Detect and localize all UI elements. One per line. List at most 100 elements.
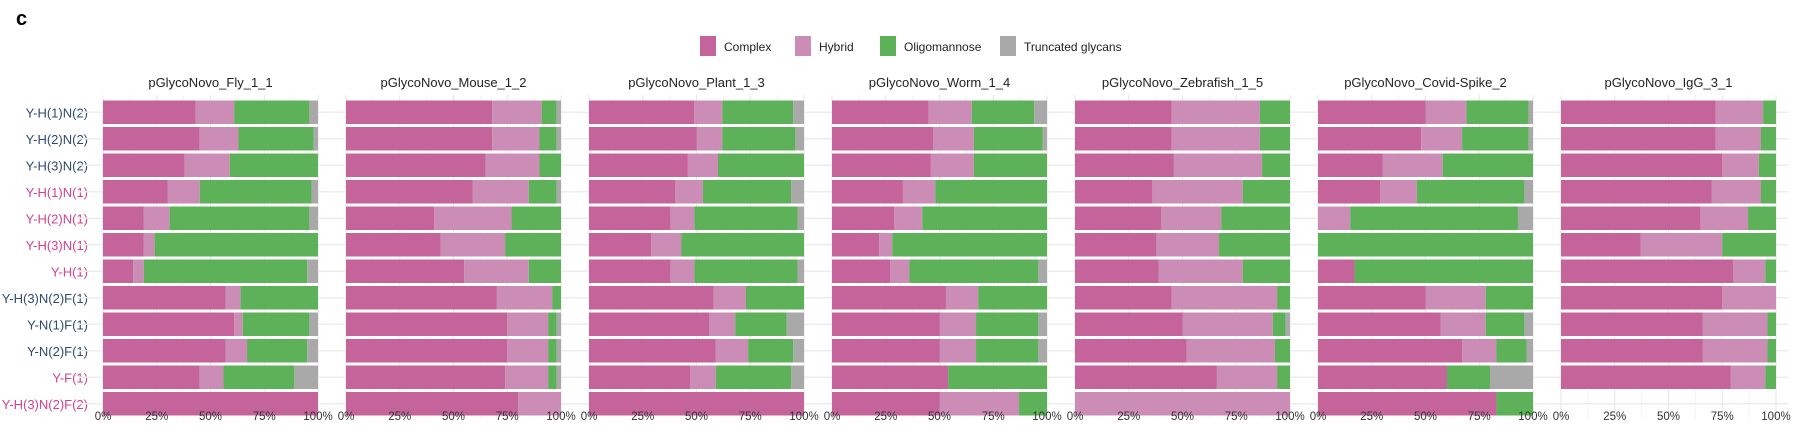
bar-segment-hybrid (1733, 259, 1766, 283)
x-tick-label: 100% (303, 411, 332, 423)
x-tick-label: 25% (874, 411, 897, 423)
legend-label: Hybrid (819, 40, 854, 54)
bar-segment-oligomannose (681, 233, 804, 257)
bar-segment-complex (589, 312, 710, 336)
bar-segment-hybrid (199, 127, 239, 151)
bar-segment-complex (1075, 127, 1172, 151)
bar-segment-oligomannose (247, 339, 308, 363)
bar-segment-truncated-glycans (1517, 206, 1533, 230)
bar-segment-complex (1075, 153, 1174, 177)
x-tick-label: 100% (1275, 411, 1304, 423)
bar-segment-hybrid (143, 233, 155, 257)
bar-segment-truncated-glycans (1038, 339, 1047, 363)
bar-segment-oligomannose (143, 259, 308, 283)
bar-segment-complex (1075, 259, 1159, 283)
bar-segment-hybrid (492, 127, 540, 151)
bar-segment-truncated-glycans (1042, 127, 1047, 151)
bar-segment-complex (589, 100, 695, 124)
bar-segment-complex (103, 127, 200, 151)
bar-segment-oligomannose (1259, 127, 1290, 151)
bar-segment-oligomannose (1760, 127, 1776, 151)
bar-segment-hybrid (687, 153, 718, 177)
bar-segment-hybrid (1425, 100, 1467, 124)
bar-segment-complex (1318, 339, 1463, 363)
bar-segment-oligomannose (1466, 100, 1529, 124)
bar-segment-hybrid (1730, 365, 1766, 389)
x-tick-label: 75% (982, 411, 1005, 423)
bar-segment-oligomannose (973, 127, 1043, 151)
bar-segment-complex (346, 153, 486, 177)
bar-segment-oligomannose (1462, 127, 1529, 151)
x-tick-label: 100% (1518, 411, 1547, 423)
bar-segment-oligomannose (973, 153, 1047, 177)
bar-segment-oligomannose (511, 206, 561, 230)
bar-segment-hybrid (694, 100, 723, 124)
facet-title: pGlycoNovo_Covid-Spike_2 (1344, 75, 1507, 90)
bar-segment-hybrid (1171, 100, 1260, 124)
bar-segment-truncated-glycans (309, 100, 318, 124)
bar-segment-oligomannose (199, 180, 312, 204)
bar-segment-complex (832, 312, 940, 336)
bar-segment-oligomannose (722, 127, 796, 151)
bar-segment-hybrid (1171, 127, 1260, 151)
bar-segment-complex (1318, 153, 1383, 177)
bar-segment-oligomannose (1242, 180, 1290, 204)
bar-segment-complex (103, 339, 226, 363)
bar-segment-oligomannose (1354, 259, 1533, 283)
bar-segment-complex (103, 312, 235, 336)
x-tick-label: 25% (145, 411, 168, 423)
bar-segment-complex (589, 339, 716, 363)
x-tick-label: 50% (442, 411, 465, 423)
bar-segment-complex (1318, 259, 1355, 283)
bar-segment-oligomannose (1318, 233, 1533, 257)
bar-segment-oligomannose (223, 365, 295, 389)
bar-segment-oligomannose (971, 100, 1035, 124)
bar-segment-oligomannose (715, 365, 792, 389)
bar-segment-hybrid (1075, 392, 1290, 416)
bar-segment-hybrid (464, 259, 529, 283)
bar-segment-truncated-glycans (797, 206, 804, 230)
bar-segment-hybrid (1702, 312, 1768, 336)
bar-segment-complex (346, 180, 473, 204)
bar-segment-oligomannose (1277, 286, 1290, 310)
bar-segment-complex (1561, 339, 1703, 363)
bar-segment-truncated-glycans (1038, 259, 1047, 283)
x-tick-label: 50% (928, 411, 951, 423)
x-tick-label: 25% (1603, 411, 1626, 423)
bar-segment-truncated-glycans (1526, 339, 1533, 363)
x-tick-label: 50% (199, 411, 222, 423)
x-tick-label: 100% (546, 411, 575, 423)
bar-segment-oligomannose (1259, 100, 1290, 124)
bar-segment-hybrid (1462, 339, 1497, 363)
bar-segment-hybrid (507, 312, 549, 336)
bar-segment-oligomannose (229, 153, 318, 177)
facet-title: pGlycoNovo_Zebrafish_1_5 (1102, 75, 1263, 90)
bar-segment-oligomannose (694, 259, 798, 283)
bar-segment-hybrid (930, 153, 974, 177)
bar-segment-hybrid (1182, 312, 1273, 336)
bar-segment-complex (1075, 100, 1172, 124)
bar-segment-hybrid (225, 339, 248, 363)
bar-segment-hybrid (434, 206, 512, 230)
bar-segment-hybrid (670, 259, 695, 283)
legend-swatch-oligomannose (880, 36, 896, 56)
bar-segment-hybrid (518, 392, 561, 416)
y-axis-label: Y-F(1) (52, 370, 88, 385)
bar-segment-hybrid (939, 392, 1020, 416)
bar-segment-hybrid (1216, 365, 1278, 389)
bar-segment-oligomannose (1760, 180, 1776, 204)
bar-segment-hybrid (507, 339, 549, 363)
bar-segment-complex (346, 286, 497, 310)
bar-segment-truncated-glycans (1490, 365, 1533, 389)
bar-segment-hybrid (1158, 259, 1243, 283)
bar-segment-oligomannose (1763, 100, 1776, 124)
bar-segment-oligomannose (1442, 153, 1533, 177)
x-tick-label: 0% (581, 411, 598, 423)
bar-segment-hybrid (1700, 206, 1749, 230)
bar-segment-complex (1561, 365, 1731, 389)
facet-title: pGlycoNovo_Mouse_1_2 (381, 75, 527, 90)
bar-segment-oligomannose (1485, 286, 1533, 310)
bar-segment-oligomannose (1758, 153, 1776, 177)
bar-segment-oligomannose (1019, 392, 1047, 416)
bar-segment-oligomannose (935, 180, 1047, 204)
